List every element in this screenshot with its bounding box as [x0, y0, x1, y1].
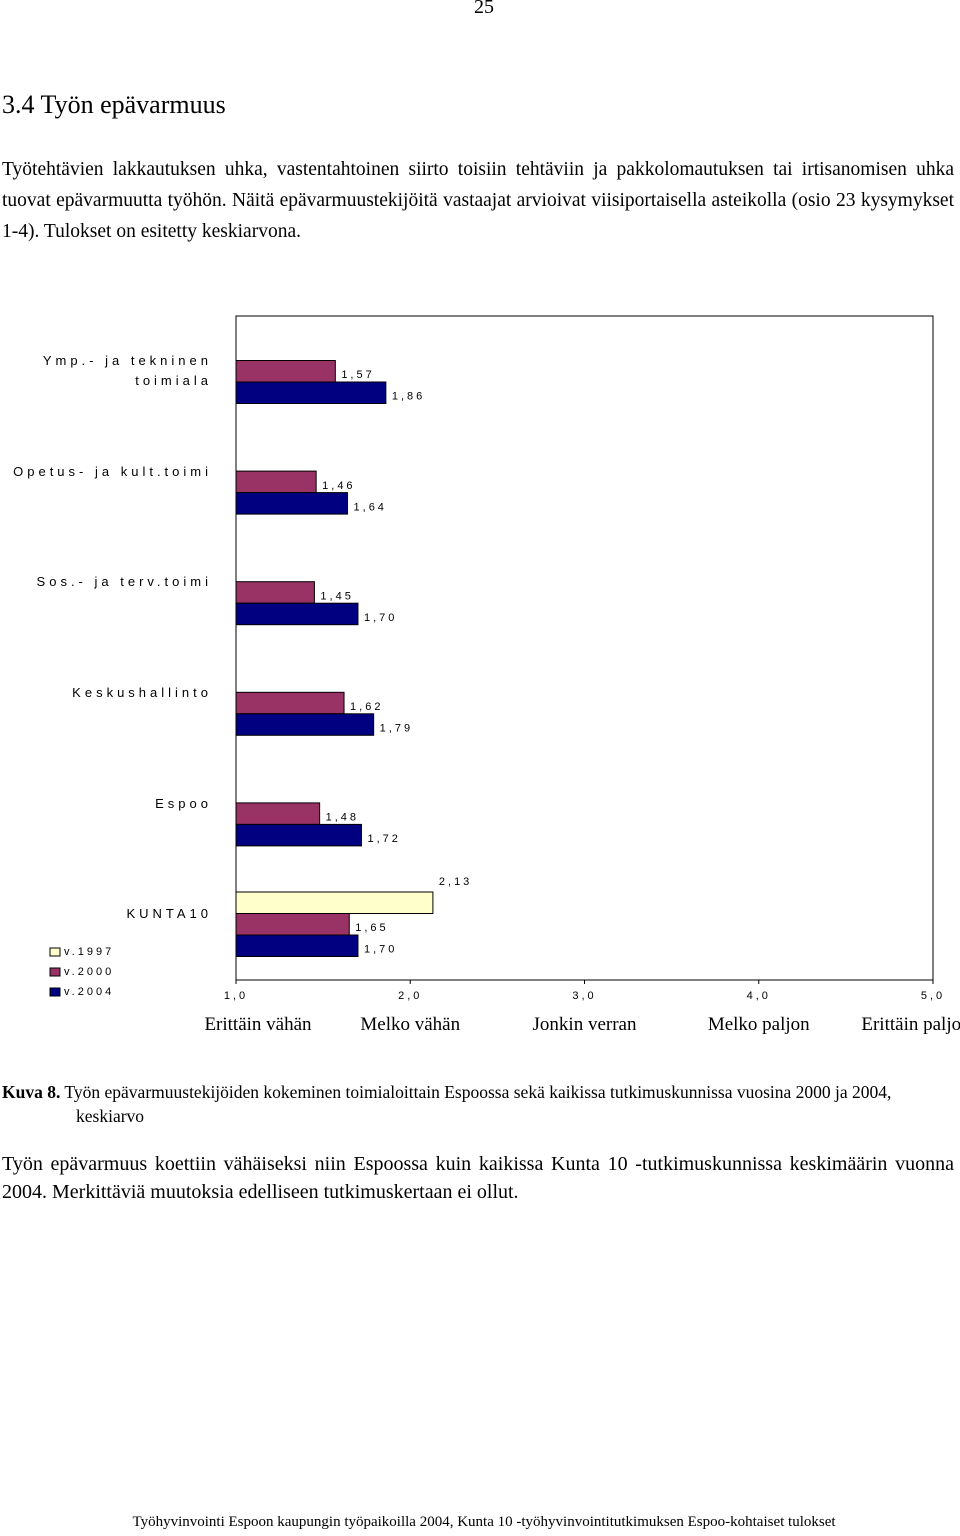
bar — [235, 802, 321, 825]
bar — [235, 581, 315, 604]
legend-label: v.2000 — [64, 966, 114, 978]
plot-area — [235, 315, 934, 981]
scale-label: Melko vähän — [360, 1014, 461, 1035]
caption: Kuva 8. Työn epävarmuustekijöiden kokemi… — [2, 1080, 954, 1128]
chart: 1,57 1,86 1,46 1,64 1,45 1,70 1,62 1,79 1,48 1,72… — [0, 300, 960, 1070]
caption-label: Kuva 8. — [2, 1082, 61, 1102]
category-label: Sos.- ja terv.toimi — [36, 574, 212, 590]
x-tick-label: 4,0 — [747, 990, 771, 1002]
bar — [235, 823, 362, 847]
category-label: Opetus- ja kult.toimi — [13, 463, 212, 479]
value-label: 1,57 — [341, 369, 374, 381]
value-label: 1,62 — [350, 701, 383, 713]
category-label: Ymp.- ja tekninen toimiala — [42, 353, 212, 389]
chart-svg: 1,57 1,86 1,46 1,64 1,45 1,70 1,62 1,79 1,48 1,72… — [49, 315, 945, 1002]
value-label: 1,46 — [322, 480, 355, 492]
bar — [235, 381, 387, 404]
scale-label: Melko paljon — [707, 1014, 810, 1035]
scale-label: Jonkin verran — [532, 1014, 637, 1035]
value-label: 2,13 — [439, 876, 472, 888]
value-label: 1,86 — [392, 391, 425, 403]
bar — [235, 913, 350, 936]
category-label: KUNTA10 — [126, 906, 212, 922]
value-label: 1,72 — [367, 833, 400, 845]
value-label: 1,65 — [355, 922, 388, 934]
bar — [235, 470, 317, 494]
legend-swatch — [49, 947, 61, 957]
legend-label: v.1997 — [64, 946, 114, 958]
footer: Työhyvinvointi Espoon kaupungin työpaiko… — [132, 1514, 836, 1530]
scale-label: Erittäin vähän — [204, 1014, 312, 1035]
bar — [235, 360, 336, 383]
legend-swatch — [49, 987, 61, 997]
x-tick-label: 1,0 — [224, 990, 248, 1002]
value-label: 1,45 — [320, 590, 353, 602]
x-tick-label: 3,0 — [572, 990, 596, 1002]
bar — [235, 713, 375, 736]
category-label: Espoo — [155, 795, 212, 811]
value-label: 1,64 — [354, 501, 387, 513]
bar — [235, 492, 349, 515]
heading: 3.4 Työn epävarmuus — [2, 90, 226, 119]
scale-label: Erittäin paljon — [861, 1014, 960, 1035]
bar — [235, 934, 359, 957]
value-label: 1,70 — [364, 612, 397, 624]
paragraph: Työtehtävien lakkautuksen uhka, vastenta… — [2, 159, 954, 242]
bar — [235, 602, 359, 626]
bar — [235, 691, 345, 715]
category-label: Keskushallinto — [72, 685, 212, 701]
x-tick-label: 2,0 — [398, 990, 422, 1002]
value-label: 1,79 — [380, 722, 413, 734]
value-label: 1,70 — [364, 944, 397, 956]
caption-text: Työn epävarmuustekijöiden kokeminen toim… — [64, 1082, 892, 1126]
legend-label: v.2004 — [64, 986, 114, 998]
paragraph: Työn epävarmuus koettiin vähäiseksi niin… — [2, 1153, 954, 1203]
page-number: 25 — [474, 0, 494, 18]
legend-swatch — [49, 967, 61, 977]
value-label: 1,48 — [326, 812, 359, 824]
bar — [235, 891, 434, 914]
x-tick-label: 5,0 — [921, 990, 945, 1002]
